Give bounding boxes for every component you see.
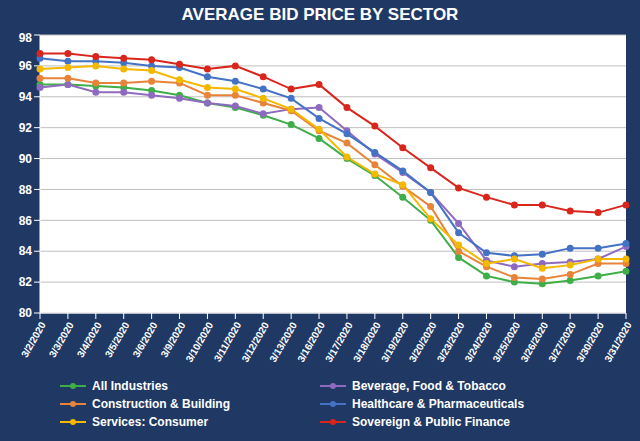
svg-text:3/13/2020: 3/13/2020 bbox=[267, 320, 299, 364]
svg-text:86: 86 bbox=[19, 214, 33, 228]
svg-text:3/3/2020: 3/3/2020 bbox=[47, 320, 76, 360]
svg-text:90: 90 bbox=[19, 152, 33, 166]
svg-text:3/11/2020: 3/11/2020 bbox=[212, 320, 244, 364]
svg-text:3/18/2020: 3/18/2020 bbox=[351, 320, 383, 364]
svg-text:80: 80 bbox=[19, 306, 33, 320]
html-text:Sovereign & Public Finance: Sovereign & Public Finance bbox=[352, 415, 510, 429]
svg-text:3/10/2020: 3/10/2020 bbox=[184, 320, 216, 364]
svg-text:3/23/2020: 3/23/2020 bbox=[435, 320, 467, 364]
svg-text:3/4/2020: 3/4/2020 bbox=[75, 320, 104, 360]
svg-text:3/9/2020: 3/9/2020 bbox=[158, 320, 187, 360]
html-text:Services: Consumer: Services: Consumer bbox=[92, 415, 209, 429]
svg-text:3/20/2020: 3/20/2020 bbox=[407, 320, 439, 364]
svg-text:82: 82 bbox=[19, 275, 33, 289]
svg-text:96: 96 bbox=[19, 59, 33, 73]
svg-text:3/17/2020: 3/17/2020 bbox=[323, 320, 355, 364]
svg-text:3/12/2020: 3/12/2020 bbox=[239, 320, 271, 364]
html-text:Healthcare & Pharmaceuticals: Healthcare & Pharmaceuticals bbox=[352, 397, 525, 411]
svg-text:3/30/2020: 3/30/2020 bbox=[574, 320, 606, 364]
svg-text:88: 88 bbox=[19, 183, 33, 197]
svg-text:3/26/2020: 3/26/2020 bbox=[518, 320, 550, 364]
svg-text:3/16/2020: 3/16/2020 bbox=[295, 320, 327, 364]
svg-text:3/31/2020: 3/31/2020 bbox=[602, 320, 632, 364]
svg-text:3/25/2020: 3/25/2020 bbox=[490, 320, 522, 364]
svg-text:84: 84 bbox=[19, 244, 33, 258]
svg-text:3/19/2020: 3/19/2020 bbox=[379, 320, 411, 364]
svg-text:3/24/2020: 3/24/2020 bbox=[463, 320, 495, 364]
svg-text:3/6/2020: 3/6/2020 bbox=[131, 320, 160, 360]
svg-text:98: 98 bbox=[19, 31, 33, 45]
html-text:Beverage, Food & Tobacco: Beverage, Food & Tobacco bbox=[352, 379, 506, 393]
html-text:AVERAGE BID PRICE BY SECTOR: AVERAGE BID PRICE BY SECTOR bbox=[181, 5, 459, 24]
svg-text:3/2/2020: 3/2/2020 bbox=[19, 320, 48, 360]
svg-text:3/5/2020: 3/5/2020 bbox=[103, 320, 132, 360]
html-text:Construction & Building: Construction & Building bbox=[92, 397, 230, 411]
svg-text:94: 94 bbox=[19, 90, 33, 104]
html-text:All Industries: All Industries bbox=[92, 379, 168, 393]
svg-text:92: 92 bbox=[19, 121, 33, 135]
svg-text:3/27/2020: 3/27/2020 bbox=[546, 320, 578, 364]
